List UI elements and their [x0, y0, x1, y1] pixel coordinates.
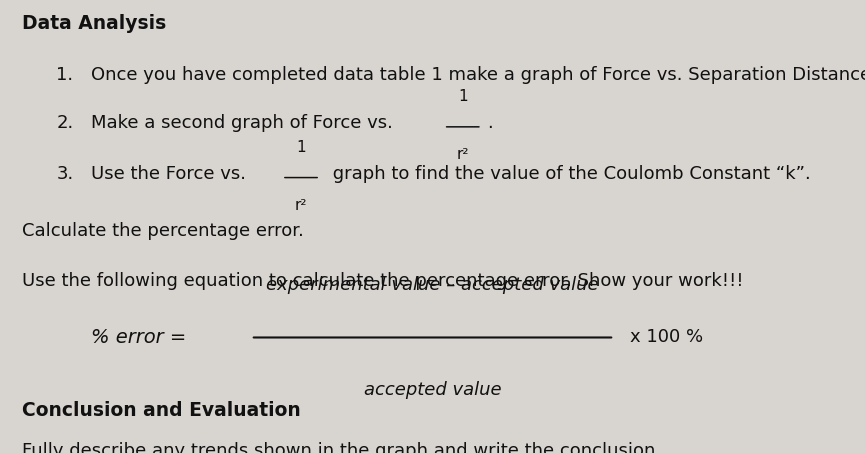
Text: r²: r²: [295, 198, 307, 213]
Text: Once you have completed data table 1 make a graph of Force vs. Separation Distan: Once you have completed data table 1 mak…: [91, 66, 865, 84]
Text: 1.: 1.: [56, 66, 74, 84]
Text: experimental value – accepted value: experimental value – accepted value: [266, 276, 599, 294]
Text: Use the Force vs.: Use the Force vs.: [91, 165, 246, 183]
Text: Use the following equation to calculate the percentage error. Show your work!!!: Use the following equation to calculate …: [22, 272, 743, 290]
Text: Make a second graph of Force vs.: Make a second graph of Force vs.: [91, 114, 393, 132]
Text: x 100 %: x 100 %: [630, 328, 703, 347]
Text: .: .: [487, 114, 493, 132]
Text: Data Analysis: Data Analysis: [22, 14, 166, 33]
Text: r²: r²: [457, 147, 469, 162]
Text: 1: 1: [458, 89, 468, 104]
Text: 2.: 2.: [56, 114, 74, 132]
Text: Fully describe any trends shown in the graph and write the conclusion.: Fully describe any trends shown in the g…: [22, 442, 661, 453]
Text: Conclusion and Evaluation: Conclusion and Evaluation: [22, 401, 300, 420]
Text: graph to find the value of the Coulomb Constant “k”.: graph to find the value of the Coulomb C…: [327, 165, 811, 183]
Text: 3.: 3.: [56, 165, 74, 183]
Text: accepted value: accepted value: [363, 381, 502, 399]
Text: Calculate the percentage error.: Calculate the percentage error.: [22, 222, 304, 240]
Text: 1: 1: [296, 140, 306, 155]
Text: % error =: % error =: [91, 328, 186, 347]
